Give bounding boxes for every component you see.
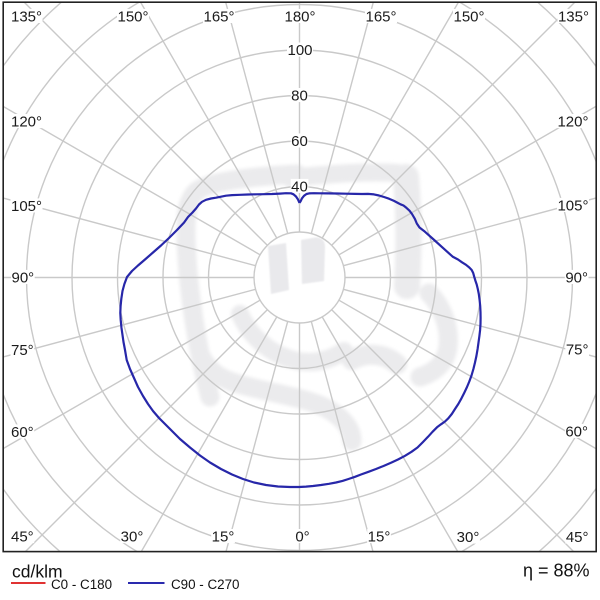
svg-text:105°: 105° <box>557 197 588 214</box>
svg-text:120°: 120° <box>557 113 588 130</box>
svg-text:90°: 90° <box>12 269 35 286</box>
svg-text:60°: 60° <box>565 423 588 440</box>
svg-text:180°: 180° <box>284 8 315 25</box>
svg-text:C90 - C270: C90 - C270 <box>171 577 239 592</box>
svg-text:135°: 135° <box>558 8 589 25</box>
svg-text:cd/klm: cd/klm <box>12 562 63 582</box>
svg-text:60°: 60° <box>11 424 34 441</box>
svg-text:30°: 30° <box>121 528 144 545</box>
svg-text:C0 - C180: C0 - C180 <box>51 577 112 592</box>
svg-text:100: 100 <box>287 42 312 59</box>
svg-text:90°: 90° <box>565 269 588 286</box>
svg-text:150°: 150° <box>453 8 484 25</box>
svg-text:30°: 30° <box>457 529 480 546</box>
svg-text:80: 80 <box>291 87 308 104</box>
svg-text:105°: 105° <box>11 198 42 215</box>
svg-text:40: 40 <box>291 178 308 195</box>
svg-text:45°: 45° <box>566 529 589 546</box>
svg-text:165°: 165° <box>203 8 234 25</box>
svg-text:150°: 150° <box>117 8 148 25</box>
svg-text:η = 88%: η = 88% <box>523 561 590 581</box>
svg-text:135°: 135° <box>11 8 42 25</box>
svg-text:15°: 15° <box>212 528 235 545</box>
svg-text:45°: 45° <box>11 528 34 545</box>
svg-text:60: 60 <box>291 133 308 150</box>
svg-text:15°: 15° <box>368 528 391 545</box>
svg-text:75°: 75° <box>11 342 34 359</box>
svg-text:120°: 120° <box>11 113 42 130</box>
svg-text:75°: 75° <box>566 341 589 358</box>
svg-text:0°: 0° <box>295 528 309 545</box>
svg-text:165°: 165° <box>365 8 396 25</box>
